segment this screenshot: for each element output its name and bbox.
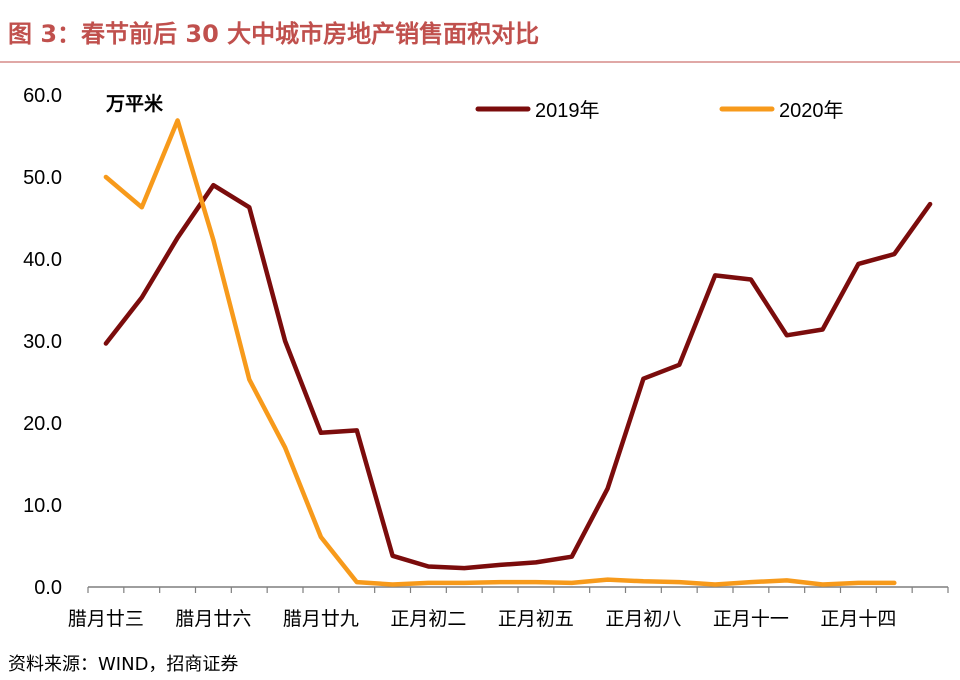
x-axis: 腊月廿三 腊月廿六 腊月廿九 正月初二 正月初五 正月初八 正月十一 正月十四 xyxy=(68,586,949,630)
x-tick-label: 腊月廿六 xyxy=(175,608,251,630)
y-axis: 0.0 10.0 20.0 30.0 40.0 50.0 60.0 xyxy=(23,85,62,599)
y-tick-label: 10.0 xyxy=(23,495,62,517)
legend-label-2019: 2019年 xyxy=(535,99,600,122)
series-layer xyxy=(103,118,933,587)
y-tick-label: 50.0 xyxy=(23,167,62,189)
x-tick-label: 正月十四 xyxy=(820,608,896,630)
series-line-2019 xyxy=(103,182,933,571)
y-tick-label: 20.0 xyxy=(23,413,62,435)
x-tick-label: 正月十一 xyxy=(713,608,789,630)
x-tick-label: 腊月廿三 xyxy=(68,608,144,630)
y-tick-label: 40.0 xyxy=(23,249,62,271)
chart-title: 图 3：春节前后 30 大中城市房地产销售面积对比 xyxy=(8,20,539,48)
legend-label-2020: 2020年 xyxy=(779,99,844,122)
legend: 2019年 2020年 xyxy=(475,99,844,122)
x-tick-label: 正月初八 xyxy=(605,608,681,630)
y-tick-label: 30.0 xyxy=(23,331,62,353)
series-line-2020 xyxy=(103,118,897,587)
x-tick-label: 正月初二 xyxy=(390,608,466,630)
y-tick-label: 60.0 xyxy=(23,85,62,107)
x-tick-label: 腊月廿九 xyxy=(283,608,359,630)
source-note: 资料来源：WIND，招商证券 xyxy=(8,654,238,675)
x-tick-label: 正月初五 xyxy=(498,608,574,630)
y-unit-label: 万平米 xyxy=(105,92,164,115)
y-tick-label: 0.0 xyxy=(34,577,62,599)
